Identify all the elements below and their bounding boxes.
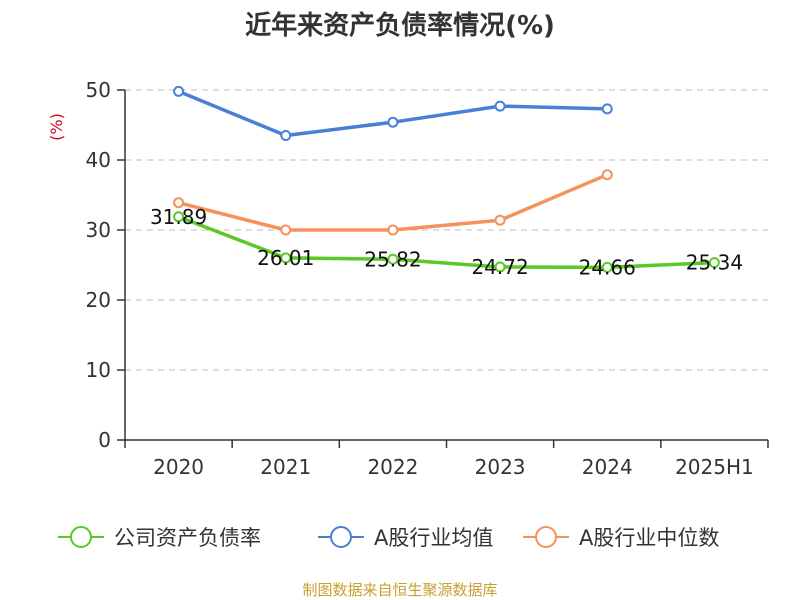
series-line (177, 215, 715, 270)
data-point (387, 224, 399, 236)
legend-label: A股行业均值 (374, 526, 493, 550)
legend-item: 公司资产负债率 (58, 526, 261, 550)
legend-marker (330, 526, 352, 548)
data-point (494, 214, 506, 226)
data-point (280, 130, 292, 141)
data-point (601, 169, 613, 181)
legend-item: A股行业中位数 (523, 526, 719, 550)
legend-label: 公司资产负债率 (114, 526, 261, 550)
series-line (177, 89, 608, 138)
y-axis-unit: (%) (47, 113, 66, 141)
data-point (173, 85, 185, 97)
x-tick-label: 2021 (260, 455, 311, 479)
series-2 (173, 169, 613, 236)
legend-marker (70, 526, 92, 548)
chart-title: 近年来资产负债率情况(%) (245, 10, 555, 41)
data-point (173, 197, 185, 209)
legend-item: A股行业均值 (318, 526, 493, 550)
data-label: 25.82 (364, 247, 421, 271)
data-point (601, 261, 613, 273)
y-tick-label: 40 (86, 148, 111, 172)
y-tick-label: 50 (86, 78, 111, 102)
x-tick-label: 2025H1 (675, 455, 754, 479)
data-point (601, 103, 613, 115)
grid-lines (125, 89, 768, 371)
x-tick-label: 2024 (582, 455, 633, 479)
x-tick-label: 2022 (367, 455, 418, 479)
y-tick-label: 10 (86, 358, 111, 382)
series-1 (173, 85, 613, 141)
y-tick-label: 20 (86, 288, 111, 312)
data-label: 25.34 (686, 251, 743, 275)
series-layer (173, 85, 720, 273)
legend: 公司资产负债率 A股行业均值 A股行业中位数 (58, 526, 719, 550)
y-tick-label: 0 (98, 428, 111, 452)
legend-label: A股行业中位数 (579, 526, 719, 550)
series-0 (173, 211, 720, 273)
data-point (708, 257, 720, 269)
data-label: 24.72 (471, 255, 528, 279)
legend-marker (535, 526, 557, 548)
data-point (494, 100, 506, 112)
source-note: 制图数据来自恒生聚源数据库 (302, 581, 497, 599)
data-label: 31.89 (150, 205, 207, 229)
y-tick-label: 30 (86, 218, 111, 242)
data-label: 26.01 (257, 246, 314, 270)
axes: 0 10 20 30 40 50 2020 2021 2022 2023 2024 2025H1 (86, 78, 769, 479)
x-tick-label: 2023 (475, 455, 526, 479)
data-labels: 31.89 26.01 25.82 24.72 24.66 25.34 (150, 205, 743, 280)
data-point (387, 253, 399, 265)
data-point (280, 252, 292, 264)
data-point (280, 224, 292, 236)
x-tick-label: 2020 (153, 455, 204, 479)
data-point (387, 116, 399, 128)
data-label: 24.66 (579, 255, 636, 279)
series-line (178, 173, 608, 232)
data-point (173, 211, 185, 223)
data-point (494, 261, 506, 273)
